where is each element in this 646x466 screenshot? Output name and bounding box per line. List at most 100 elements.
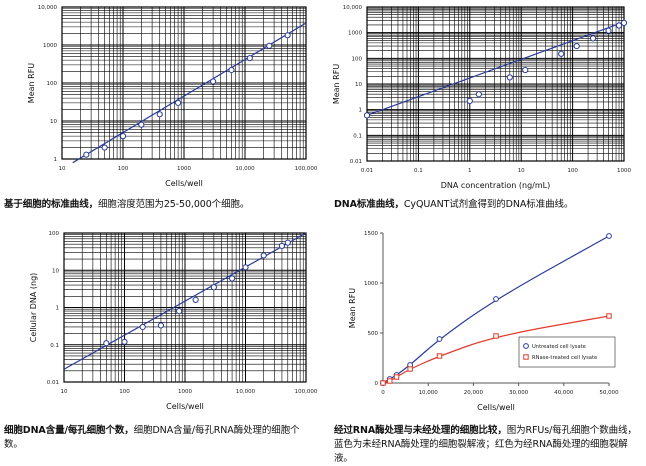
caption-2-text: CyQUANT试剂盒得到的DNA标准曲线。 [403, 199, 574, 210]
x-axis-label: Cells/well [477, 403, 515, 412]
y-tick-label: 0.01 [350, 159, 362, 165]
data-point [475, 91, 482, 98]
chart-cells-vs-rfu: 10 100 1000 10,000 100,000110100100010,000Ce… [27, 5, 318, 188]
legend-marker [523, 354, 529, 360]
legend-label: RNase-treated cell lysate [532, 355, 597, 361]
x-tick-label: 100 [567, 168, 578, 174]
legend-box [518, 336, 616, 368]
x-tick-label: 10,000 [419, 390, 439, 396]
data-point [506, 74, 513, 81]
data-point [284, 239, 291, 246]
chart-cellular-dna: 10 100 1000 10,000 100,000 0.01 0.1 1 10 100 Cells… [29, 231, 318, 411]
x-tick-label: 1000 [177, 166, 191, 172]
y-tick-label: 1 [56, 306, 60, 312]
data-point [493, 333, 499, 339]
y-axis-label: Mean RFU [27, 63, 36, 104]
x-tick-label: 0 [381, 390, 385, 396]
y-tick-label: 0.01 [47, 380, 59, 386]
y-tick-label: 1000 [348, 31, 362, 37]
y-tick-label: 100 [352, 56, 363, 62]
x-axis-label: Cells/well [166, 402, 204, 411]
data-point [176, 308, 183, 315]
data-point [139, 323, 146, 331]
fit-line [366, 21, 625, 116]
plot-frame [61, 6, 307, 160]
data-point [266, 42, 273, 49]
data-point [284, 32, 291, 39]
caption-3-bold: 细胞DNA含量/每孔细胞个数， [4, 425, 134, 436]
x-tick-label: 0.01 [361, 168, 373, 174]
caption-1-text: 细胞溶度范围为25-50,000个细胞。 [98, 199, 250, 210]
x-tick-label: 100,000 [295, 166, 318, 172]
data-point [228, 275, 236, 282]
series-line [382, 315, 610, 384]
y-tick-label: 10,000 [38, 5, 58, 11]
data-point [387, 378, 393, 384]
data-point [605, 27, 612, 34]
data-point [101, 144, 108, 151]
x-axis-label: DNA concentration (ng/mL) [441, 181, 550, 190]
y-tick-label: 10 [50, 119, 57, 125]
y-tick-label: 100 [47, 81, 58, 87]
data-point [246, 55, 253, 62]
y-tick-label: 10,000 [343, 5, 363, 11]
data-point [103, 340, 110, 347]
data-point [363, 112, 371, 119]
data-point [493, 296, 499, 302]
y-tick-label: 100 [49, 231, 60, 237]
data-point [620, 19, 628, 27]
plot-frame [366, 6, 625, 162]
x-tick-label: 20,000 [464, 390, 484, 396]
y-tick-label: 0.1 [50, 343, 59, 349]
plot-frame [63, 232, 307, 383]
data-point [436, 353, 443, 359]
x-tick-label: 1000 [178, 389, 192, 395]
caption-4-bold: 经过RNA酶处理与未经处理的细胞比较， [334, 425, 507, 436]
data-point [278, 242, 286, 250]
data-point [121, 338, 128, 345]
data-point [589, 35, 597, 42]
data-point [119, 133, 127, 140]
data-point [573, 42, 580, 50]
data-point [83, 151, 90, 158]
data-point [210, 78, 217, 85]
x-tick-label: 100 [119, 389, 130, 395]
chart-rnase-comparison: 0 10,000 20,000 30,000 40,000 50,000 0 500 1000 1… [348, 231, 619, 412]
y-tick-label: 1000 [364, 281, 378, 287]
data-point [174, 99, 182, 106]
x-tick-label: 1000 [617, 168, 631, 174]
caption-1-bold: 基于细胞的标准曲线， [4, 199, 99, 210]
caption-3: 细胞DNA含量/每孔细胞个数，细胞DNA含量/每孔RNA酶处理的细胞个数。 [4, 424, 316, 452]
x-tick-label: 10 [518, 168, 525, 174]
data-point [210, 284, 217, 291]
y-tick-label: 1500 [364, 231, 378, 237]
x-tick-label: 1 [468, 168, 472, 174]
caption-2-bold: DNA标准曲线， [334, 199, 404, 210]
x-tick-label: 0.1 [414, 168, 423, 174]
y-tick-label: 1 [359, 108, 363, 114]
y-tick-label: 500 [368, 331, 379, 337]
grid [63, 233, 306, 383]
x-tick-label: 30,000 [509, 390, 529, 396]
x-tick-label: 10 [59, 166, 66, 172]
x-tick-label: 10,000 [236, 389, 256, 395]
y-tick-label: 10 [52, 268, 59, 274]
x-tick-label: 100 [118, 166, 129, 172]
data-point [466, 97, 473, 104]
caption-2: DNA标准曲线，CyQUANT试剂盒得到的DNA标准曲线。 [334, 198, 644, 212]
data-point [260, 252, 267, 259]
y-axis-label: Cellular DNA (ng) [29, 273, 38, 343]
y-tick-label: 1000 [43, 43, 57, 49]
caption-4: 经过RNA酶处理与未经处理的细胞比较，图为RFUs/每孔细胞个数曲线，蓝色为未经… [334, 424, 644, 466]
x-tick-label: 40,000 [554, 390, 574, 396]
grid [366, 7, 624, 162]
data-point [606, 233, 612, 239]
data-point [615, 22, 623, 29]
data-point [192, 296, 199, 303]
legend: Untreated cell lysate RNase-treated cell … [518, 336, 616, 368]
x-tick-label: 10,000 [235, 166, 255, 172]
data-point [436, 336, 443, 342]
y-tick-label: 0.1 [353, 133, 362, 139]
data-point [138, 121, 145, 128]
data-point [606, 313, 612, 319]
